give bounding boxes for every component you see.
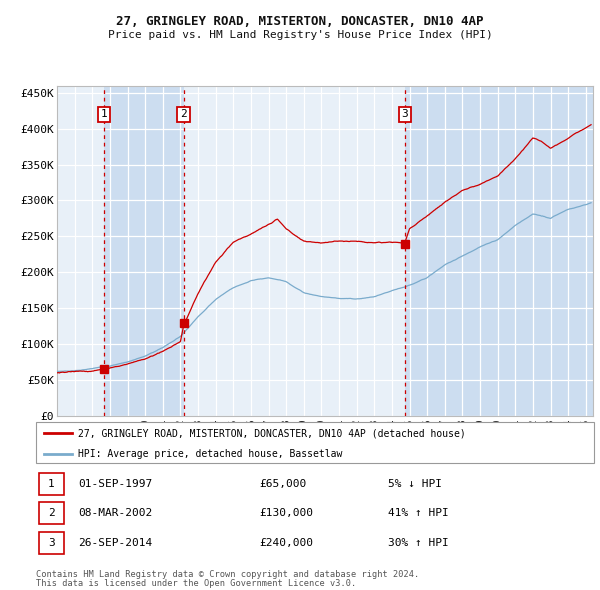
- FancyBboxPatch shape: [39, 473, 64, 494]
- Text: HPI: Average price, detached house, Bassetlaw: HPI: Average price, detached house, Bass…: [78, 449, 342, 459]
- Text: Contains HM Land Registry data © Crown copyright and database right 2024.: Contains HM Land Registry data © Crown c…: [36, 570, 419, 579]
- Text: 27, GRINGLEY ROAD, MISTERTON, DONCASTER, DN10 4AP (detached house): 27, GRINGLEY ROAD, MISTERTON, DONCASTER,…: [78, 428, 466, 438]
- Text: 01-SEP-1997: 01-SEP-1997: [78, 479, 152, 489]
- Text: 1: 1: [101, 109, 107, 119]
- Text: 08-MAR-2002: 08-MAR-2002: [78, 509, 152, 518]
- Bar: [104, 86, 184, 416]
- FancyBboxPatch shape: [39, 532, 64, 553]
- Text: £130,000: £130,000: [259, 509, 313, 518]
- Text: 5% ↓ HPI: 5% ↓ HPI: [388, 479, 442, 489]
- Text: 3: 3: [48, 538, 55, 548]
- FancyBboxPatch shape: [39, 503, 64, 524]
- Text: 26-SEP-2014: 26-SEP-2014: [78, 538, 152, 548]
- Text: Price paid vs. HM Land Registry's House Price Index (HPI): Price paid vs. HM Land Registry's House …: [107, 30, 493, 40]
- FancyBboxPatch shape: [36, 422, 594, 463]
- Text: 27, GRINGLEY ROAD, MISTERTON, DONCASTER, DN10 4AP: 27, GRINGLEY ROAD, MISTERTON, DONCASTER,…: [116, 15, 484, 28]
- Text: 30% ↑ HPI: 30% ↑ HPI: [388, 538, 448, 548]
- Text: 2: 2: [180, 109, 187, 119]
- Text: 1: 1: [48, 479, 55, 489]
- Text: £65,000: £65,000: [259, 479, 307, 489]
- Text: 41% ↑ HPI: 41% ↑ HPI: [388, 509, 448, 518]
- Bar: [405, 86, 593, 416]
- Text: 2: 2: [48, 509, 55, 518]
- Text: 3: 3: [401, 109, 408, 119]
- Text: This data is licensed under the Open Government Licence v3.0.: This data is licensed under the Open Gov…: [36, 579, 356, 588]
- Text: £240,000: £240,000: [259, 538, 313, 548]
